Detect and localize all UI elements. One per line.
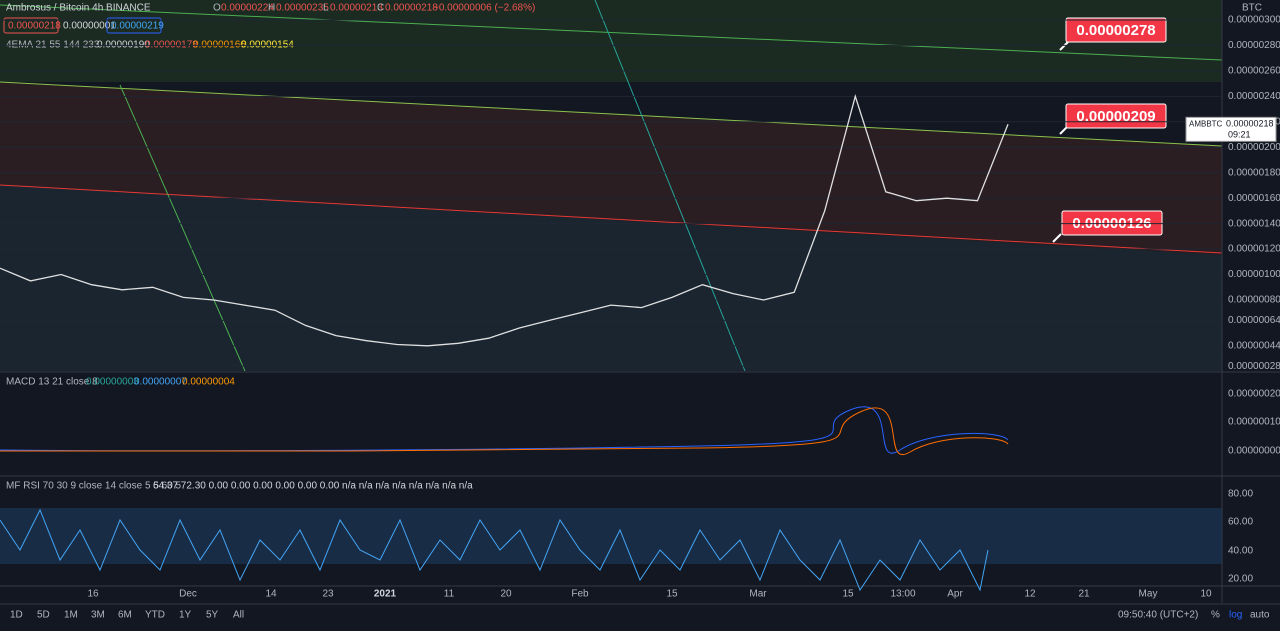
price-axis-label: 0.00000064 [1228, 315, 1280, 326]
macd-axis-label: 0.00000020 [1228, 389, 1280, 400]
range-button[interactable]: 3M [91, 610, 105, 621]
price-axis-label: 0.00000100 [1228, 269, 1280, 280]
rsi-axis-label: 60.00 [1228, 517, 1253, 528]
range-button[interactable]: 1M [64, 610, 78, 621]
macd-signal [0, 407, 1009, 455]
macd-value: 0.00000003 [86, 377, 139, 388]
symbol: Ambrosus / Bitcoin 4h BINANCE [6, 3, 151, 14]
range-button[interactable]: 1D [10, 610, 23, 621]
annotation-text: 0.00000209 [1076, 108, 1155, 125]
annotation-pointer [1059, 41, 1069, 51]
price-tag-price: 0.00000218 [1226, 119, 1274, 129]
time-label: 21 [1078, 589, 1090, 600]
rsi-legend: MF RSI 70 30 9 close 14 close 5 5 60 5 [6, 481, 182, 492]
band-lower [0, 185, 1222, 371]
time-label: 13:00 [890, 589, 915, 600]
buy-price[interactable]: 0.00000219 [111, 21, 164, 32]
rsi-line [0, 508, 989, 592]
fan-line [594, 0, 746, 372]
price-axis-label: 0.00000028 [1228, 361, 1280, 372]
price-tag-symbol: AMBBTC [1189, 119, 1223, 128]
time-label: May [1139, 589, 1158, 600]
price-axis-label: 0.00000044 [1228, 340, 1280, 351]
band-red [0, 82, 1222, 255]
annotation-pointer [1052, 233, 1062, 243]
buy-box[interactable] [106, 17, 162, 34]
range-button[interactable]: 5D [37, 610, 50, 621]
macd-legend: MACD 13 21 close 8 [6, 377, 98, 388]
range-button[interactable]: 6M [118, 610, 132, 621]
price-axis-label: 0.00000140 [1228, 218, 1280, 229]
range-button[interactable]: All [233, 610, 244, 621]
time-label: 14 [265, 589, 277, 600]
time-label: 10 [1200, 589, 1212, 600]
time-label: 15 [842, 589, 854, 600]
axis-unit: BTC [1242, 3, 1262, 14]
low: 0.00000213 [330, 3, 383, 14]
clock: 09:50:40 (UTC+2) [1118, 610, 1198, 621]
rsi-values: 64.37 72.30 0.00 0.00 0.00 0.00 0.00 0.0… [153, 481, 473, 492]
price-axis-label: 0.00000120 [1228, 244, 1280, 255]
channel-mid [0, 81, 1223, 147]
annotation-text: 0.00000278 [1076, 22, 1155, 39]
option[interactable]: % [1211, 610, 1220, 621]
price-tag-countdown: 09:21 [1228, 130, 1251, 140]
price-tag-box [1185, 116, 1277, 142]
channel-top [0, 4, 1223, 61]
time-label: 2021 [374, 589, 397, 600]
annotation-box [1065, 17, 1167, 43]
time-label: 15 [666, 589, 678, 600]
annotation-box [1061, 210, 1163, 236]
macd-value: 0.00000007 [134, 377, 187, 388]
rsi-axis-label: 80.00 [1228, 489, 1253, 500]
price-axis-label: 0.00000180 [1228, 167, 1280, 178]
close: 0.00000218 [385, 3, 438, 14]
price-axis-label: 0.00000280 [1228, 40, 1280, 51]
open: 0.00000224 [221, 3, 274, 14]
high: 0.00000235 [276, 3, 329, 14]
channel-low [0, 184, 1223, 254]
price-axis-label: 0.00000300 [1228, 15, 1280, 26]
price-axis-label: 0.00000260 [1228, 66, 1280, 77]
fan-line [119, 84, 246, 372]
time-label: Mar [749, 589, 767, 600]
macd-axis-label: 0.00000000 [1228, 446, 1280, 457]
time-label: 23 [322, 589, 334, 600]
ohlc-label: O [213, 3, 221, 14]
rsi-band [0, 508, 1222, 564]
option[interactable]: log [1229, 610, 1242, 621]
time-label: Apr [947, 589, 963, 600]
ohlc-label: L [323, 3, 329, 14]
rsi-axis-label: 40.00 [1228, 546, 1253, 557]
price-axis-label: 0.00000200 [1228, 142, 1280, 153]
range-button[interactable]: 1Y [179, 610, 192, 621]
change: −0.00000006 (−2.68%) [433, 3, 535, 14]
sell-price[interactable]: 0.00000218 [8, 21, 61, 32]
sell-box[interactable] [3, 17, 59, 34]
time-label: 11 [444, 589, 455, 600]
price-line [0, 93, 1009, 347]
time-label: Feb [571, 589, 589, 600]
price-axis-label: 0.00000240 [1228, 91, 1280, 102]
macd-value: 0.00000004 [182, 377, 235, 388]
price-axis-label: 0.00000160 [1228, 193, 1280, 204]
time-label: 20 [500, 589, 512, 600]
ohlc-label: C [377, 3, 384, 14]
rsi-axis-label: 20.00 [1228, 574, 1253, 585]
option[interactable]: auto [1250, 610, 1270, 621]
macd-axis-label: 0.00000010 [1228, 417, 1280, 428]
price-axis-label: 0.00000080 [1228, 295, 1280, 306]
ohlc-label: H [268, 3, 275, 14]
spread: 0.00000001 [63, 21, 116, 32]
macd-line [0, 406, 1009, 454]
time-label: 16 [87, 589, 99, 600]
time-label: Dec [179, 589, 197, 600]
time-label: 12 [1024, 589, 1036, 600]
range-button[interactable]: 5Y [206, 610, 219, 621]
range-button[interactable]: YTD [145, 610, 165, 621]
